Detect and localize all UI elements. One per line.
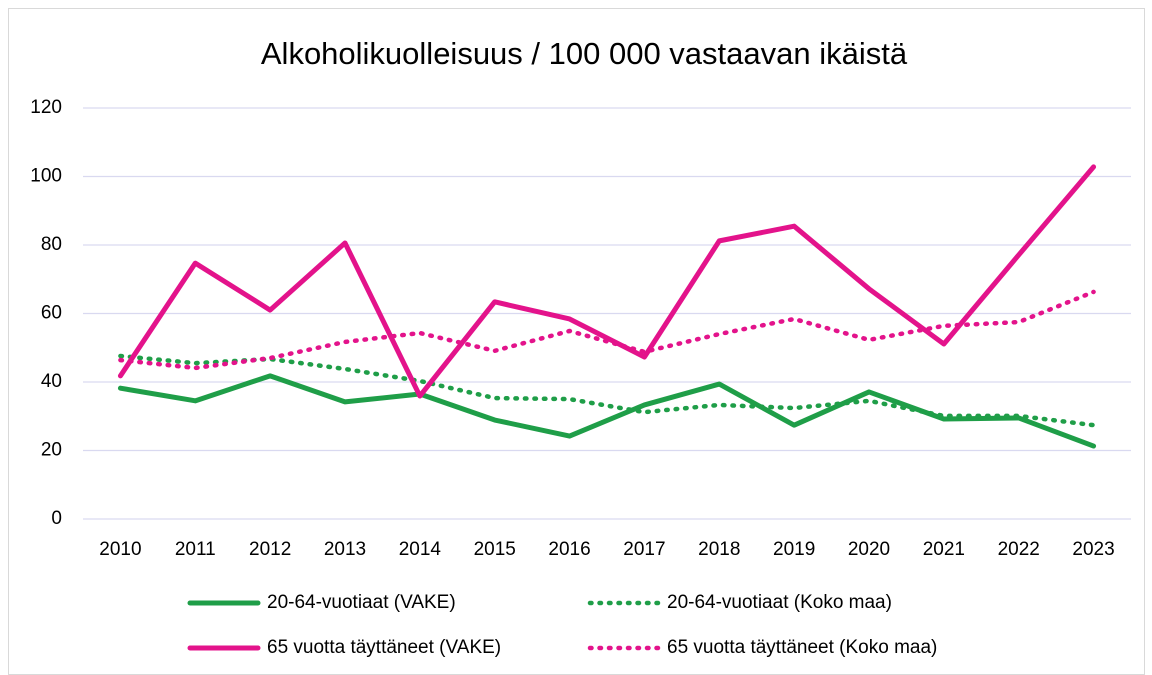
- y-tick-label: 40: [41, 371, 62, 392]
- y-tick-label: 0: [51, 508, 62, 529]
- y-tick-label: 100: [30, 166, 62, 187]
- y-tick-label: 60: [41, 303, 62, 324]
- legend-label: 65 vuotta täyttäneet (Koko maa): [667, 637, 937, 658]
- x-tick-label: 2020: [848, 539, 890, 560]
- x-tick-label: 2012: [249, 539, 291, 560]
- x-tick-label: 2023: [1072, 539, 1114, 560]
- x-tick-label: 2018: [698, 539, 740, 560]
- x-tick-label: 2011: [175, 539, 216, 560]
- data-line: [117, 164, 1097, 399]
- x-tick-label: 2022: [998, 539, 1040, 560]
- data-line: [118, 353, 1096, 428]
- chart-frame: [8, 8, 1145, 675]
- x-tick-label: 2013: [324, 539, 366, 560]
- x-tick-label: 2010: [99, 539, 141, 560]
- x-tick-label: 2017: [623, 539, 665, 560]
- data-line: [118, 289, 1096, 371]
- y-tick-label: 120: [30, 97, 62, 118]
- chart-title: Alkoholikuolleisuus / 100 000 vastaavan …: [261, 36, 908, 71]
- x-tick-label: 2019: [773, 539, 815, 560]
- x-tick-label: 2016: [548, 539, 590, 560]
- x-tick-label: 2015: [474, 539, 516, 560]
- legend-label: 20-64-vuotiaat (Koko maa): [667, 592, 892, 613]
- y-tick-label: 80: [41, 234, 62, 255]
- x-tick-label: 2014: [399, 539, 442, 560]
- y-tick-label: 20: [41, 440, 62, 461]
- legend-label: 65 vuotta täyttäneet (VAKE): [267, 637, 501, 658]
- x-tick-label: 2021: [923, 539, 965, 560]
- legend-label: 20-64-vuotiaat (VAKE): [267, 592, 456, 613]
